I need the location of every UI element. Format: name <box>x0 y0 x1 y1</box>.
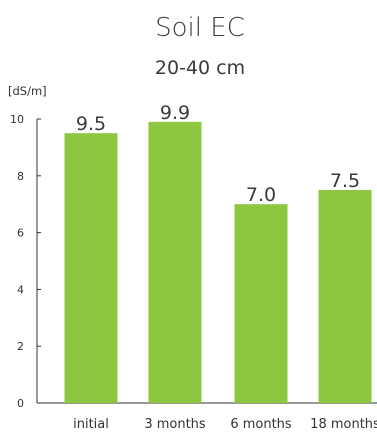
x-category-label: initial <box>73 417 109 432</box>
data-label: 7.0 <box>246 184 276 206</box>
bar-6-months <box>234 204 288 403</box>
y-tick-label: 2 <box>17 340 24 353</box>
bar-3-months <box>148 121 202 403</box>
y-tick-label: 10 <box>10 113 24 126</box>
chart-subtitle: 20-40 cm <box>155 57 245 79</box>
y-tick-label: 8 <box>17 170 24 183</box>
y-tick-label: 4 <box>17 283 24 296</box>
data-label: 7.5 <box>330 170 360 192</box>
data-label: 9.5 <box>76 113 106 135</box>
y-axis-ticks: 0 2 4 6 8 10 <box>10 113 41 410</box>
x-category-label: 6 months <box>230 417 292 432</box>
category-labels-group: initial 3 months 6 months 18 months <box>73 417 377 432</box>
y-axis-unit-label: [dS/m] <box>8 84 47 98</box>
data-label: 9.9 <box>160 102 190 124</box>
bars-group <box>64 121 372 403</box>
bar-initial <box>64 133 118 403</box>
chart-title: Soil EC <box>155 13 245 43</box>
x-category-label: 18 months <box>310 417 377 432</box>
data-labels-group: 9.5 9.9 7.0 7.5 <box>76 102 360 206</box>
x-category-label: 3 months <box>144 417 206 432</box>
bar-18-months <box>318 190 372 403</box>
y-tick-label: 0 <box>17 397 24 410</box>
y-tick-label: 6 <box>17 227 24 240</box>
